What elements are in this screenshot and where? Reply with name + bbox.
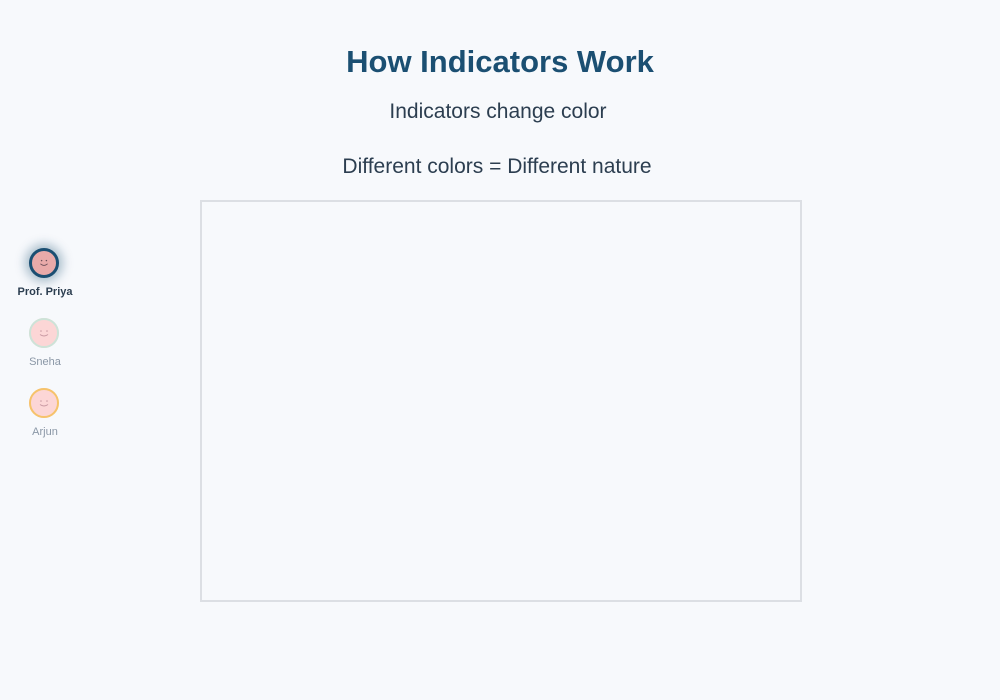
speaker-arjun[interactable]: Arjun [0, 388, 90, 458]
avatar [29, 388, 59, 418]
speaker-prof-priya[interactable]: Prof. Priya [0, 248, 90, 318]
speaker-list: Prof. Priya Sneha [0, 248, 90, 458]
smiley-face-icon [29, 388, 59, 418]
avatar [29, 248, 59, 278]
slide-text-line-2: Different colors = Different nature [342, 155, 652, 178]
avatar [29, 318, 59, 348]
slide-title: How Indicators Work [346, 44, 654, 79]
speaker-name: Sneha [29, 356, 61, 368]
slide-text-line-1: Indicators change color [389, 100, 607, 123]
smiley-face-icon [29, 318, 59, 348]
speaker-sneha[interactable]: Sneha [0, 318, 90, 388]
speaker-name: Arjun [32, 426, 58, 438]
speaker-name: Prof. Priya [17, 286, 73, 298]
smiley-face-icon [40, 259, 48, 266]
whiteboard-canvas[interactable] [200, 200, 802, 602]
